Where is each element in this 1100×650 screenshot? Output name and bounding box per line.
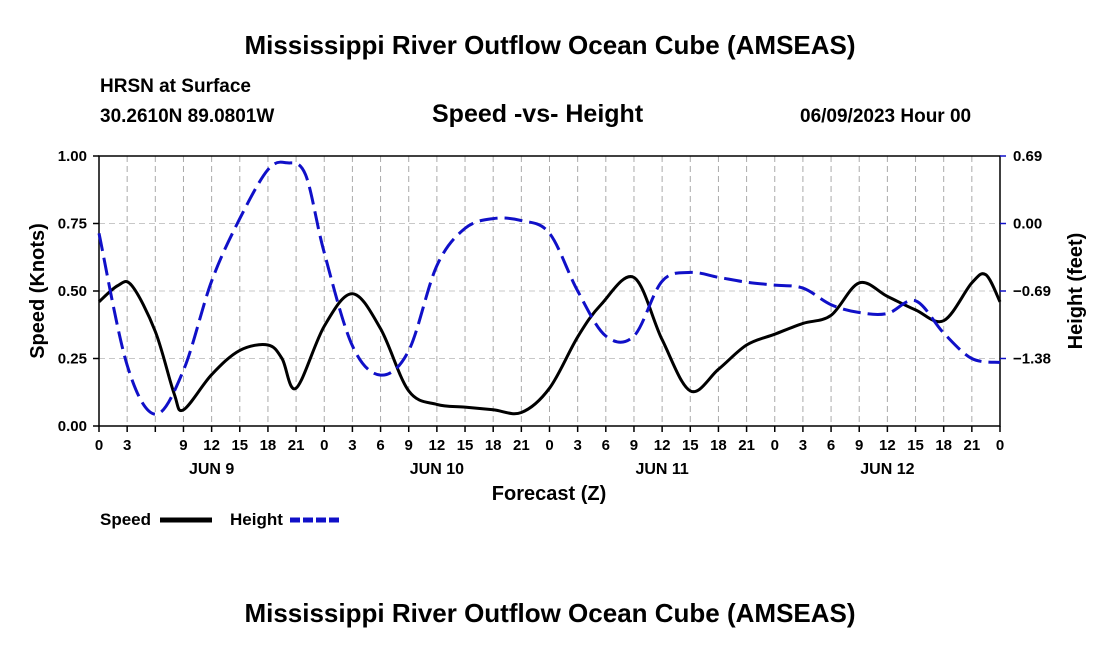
x-tick-label: 0 [95,437,103,454]
x-tick-label: 3 [348,437,356,454]
x-tick-label: 21 [513,437,530,454]
legend-speed-label: Speed [100,510,151,529]
x-day-label: JUN 12 [860,461,914,478]
legend-height-label: Height [230,510,283,529]
y2-axis-title: Height (feet) [1065,233,1087,350]
x-tick-label: 6 [827,437,835,454]
x-tick-label: 21 [964,437,981,454]
x-tick-label: 0 [320,437,328,454]
x-tick-label: 3 [123,437,131,454]
y-tick-label: 0.75 [58,216,87,233]
y-tick-label: 1.00 [58,148,87,165]
y2-tick-label: −0.69 [1013,283,1051,300]
y-tick-label: 0.00 [58,418,87,435]
x-axis-title: Forecast (Z) [492,483,606,505]
x-tick-label: 0 [545,437,553,454]
x-tick-label: 9 [179,437,187,454]
x-tick-label: 12 [429,437,446,454]
x-tick-label: 15 [682,437,699,454]
y-tick-label: 0.25 [58,351,87,368]
series-line-height [97,160,1001,416]
footer-title: Mississippi River Outflow Ocean Cube (AM… [244,598,856,628]
x-tick-label: 18 [485,437,502,454]
station-name: HRSN at Surface [100,76,251,97]
y-tick-label: 0.50 [58,283,87,300]
x-tick-label: 3 [799,437,807,454]
x-tick-label: 0 [771,437,779,454]
x-tick-label: 6 [602,437,610,454]
legend: Speed Height [100,510,342,529]
x-tick-label: 12 [203,437,220,454]
x-tick-label: 21 [738,437,755,454]
x-day-label: JUN 10 [410,461,464,478]
x-tick-label: 9 [630,437,638,454]
x-tick-label: 9 [405,437,413,454]
y2-tick-label: −1.38 [1013,351,1051,368]
main-title: Mississippi River Outflow Ocean Cube (AM… [244,30,856,60]
x-tick-label: 18 [260,437,277,454]
x-tick-label: 0 [996,437,1004,454]
x-day-label: JUN 11 [635,461,688,478]
x-tick-label: 9 [855,437,863,454]
y2-tick-label: 0.00 [1013,216,1042,233]
x-tick-label: 15 [907,437,924,454]
x-tick-label: 18 [935,437,952,454]
y2-tick-label: 0.69 [1013,148,1042,165]
chart-title: Speed -vs- Height [432,100,644,128]
run-date: 06/09/2023 Hour 00 [800,106,972,127]
x-tick-label: 15 [457,437,474,454]
x-day-label: JUN 9 [189,461,234,478]
series-line-speed [97,272,1002,416]
station-coords: 30.2610N 89.0801W [100,106,275,127]
y-axis-title: Speed (Knots) [27,223,49,359]
x-tick-label: 18 [710,437,727,454]
x-tick-label: 12 [879,437,896,454]
x-tick-label: 21 [288,437,305,454]
x-tick-label: 6 [376,437,384,454]
x-tick-label: 12 [654,437,671,454]
x-tick-label: 3 [573,437,581,454]
x-tick-label: 15 [231,437,248,454]
